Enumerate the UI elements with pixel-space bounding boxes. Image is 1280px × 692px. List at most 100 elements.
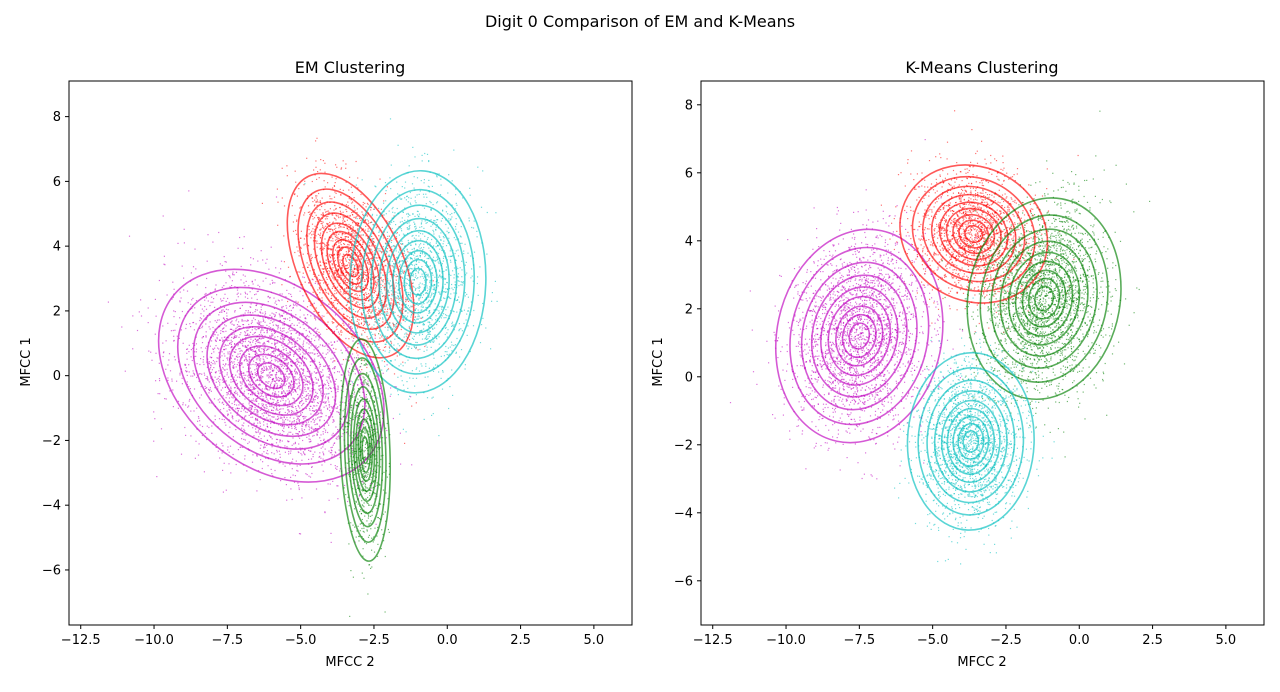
point: [237, 353, 239, 355]
point: [323, 439, 325, 441]
point: [243, 422, 245, 424]
point: [279, 370, 281, 372]
point: [328, 441, 330, 443]
point: [275, 342, 277, 344]
point: [343, 283, 345, 285]
point: [364, 331, 366, 333]
point: [259, 360, 261, 362]
point: [336, 274, 338, 276]
point: [284, 465, 286, 467]
point: [362, 215, 364, 217]
point: [208, 361, 210, 363]
point: [295, 300, 297, 302]
point: [355, 259, 357, 261]
point: [312, 407, 314, 409]
point: [320, 265, 322, 267]
point: [282, 327, 284, 330]
point: [292, 346, 294, 348]
point: [333, 196, 336, 198]
point: [357, 237, 360, 239]
point: [206, 375, 208, 378]
point: [296, 305, 298, 307]
point: [329, 198, 331, 200]
point: [283, 205, 286, 207]
point: [311, 466, 313, 468]
point: [294, 344, 296, 346]
point: [262, 403, 265, 405]
point: [298, 382, 300, 384]
point: [328, 303, 330, 305]
point: [381, 279, 383, 281]
point: [304, 357, 306, 359]
point: [336, 253, 338, 255]
point: [388, 294, 390, 297]
point: [298, 361, 300, 363]
point: [304, 353, 306, 355]
point: [385, 346, 387, 348]
point: [374, 335, 376, 337]
point: [338, 238, 340, 240]
point: [158, 279, 160, 282]
point: [333, 273, 335, 275]
point: [345, 350, 347, 352]
point: [364, 300, 366, 302]
point: [296, 422, 298, 424]
point: [240, 338, 242, 341]
point: [266, 367, 268, 369]
point: [287, 440, 289, 442]
point: [353, 197, 355, 199]
point: [335, 403, 337, 405]
point: [232, 416, 234, 418]
point: [281, 398, 283, 400]
point: [237, 292, 239, 294]
point: [342, 253, 345, 255]
point: [262, 415, 265, 417]
point: [163, 255, 165, 257]
point: [335, 326, 337, 328]
point: [223, 345, 225, 348]
point: [353, 274, 355, 276]
point: [241, 438, 243, 440]
point: [236, 382, 238, 385]
point: [251, 288, 253, 290]
point: [331, 255, 333, 257]
point: [328, 248, 330, 250]
point: [298, 488, 300, 491]
point: [236, 414, 238, 416]
point: [369, 266, 371, 268]
point: [237, 394, 239, 396]
point: [360, 257, 362, 259]
point: [186, 370, 188, 372]
point: [350, 247, 352, 249]
point: [263, 331, 265, 334]
point: [321, 197, 323, 199]
point: [284, 373, 287, 375]
point: [231, 346, 233, 348]
point: [277, 326, 279, 329]
point: [411, 464, 413, 466]
point: [281, 307, 283, 309]
point: [289, 319, 291, 322]
point: [353, 271, 355, 273]
point: [253, 332, 255, 334]
point: [296, 363, 298, 365]
point: [128, 235, 131, 237]
point: [220, 332, 222, 334]
point: [289, 353, 291, 355]
point: [222, 445, 224, 447]
point: [271, 333, 273, 335]
point: [253, 435, 255, 437]
point: [342, 359, 345, 361]
point: [286, 499, 288, 501]
point: [237, 345, 239, 347]
point: [273, 352, 275, 354]
point: [333, 253, 336, 255]
point: [254, 350, 256, 352]
point: [313, 275, 316, 278]
point: [284, 345, 286, 347]
point: [355, 404, 357, 406]
point: [352, 308, 355, 310]
point: [321, 299, 323, 301]
point: [271, 374, 273, 376]
point: [234, 363, 236, 365]
